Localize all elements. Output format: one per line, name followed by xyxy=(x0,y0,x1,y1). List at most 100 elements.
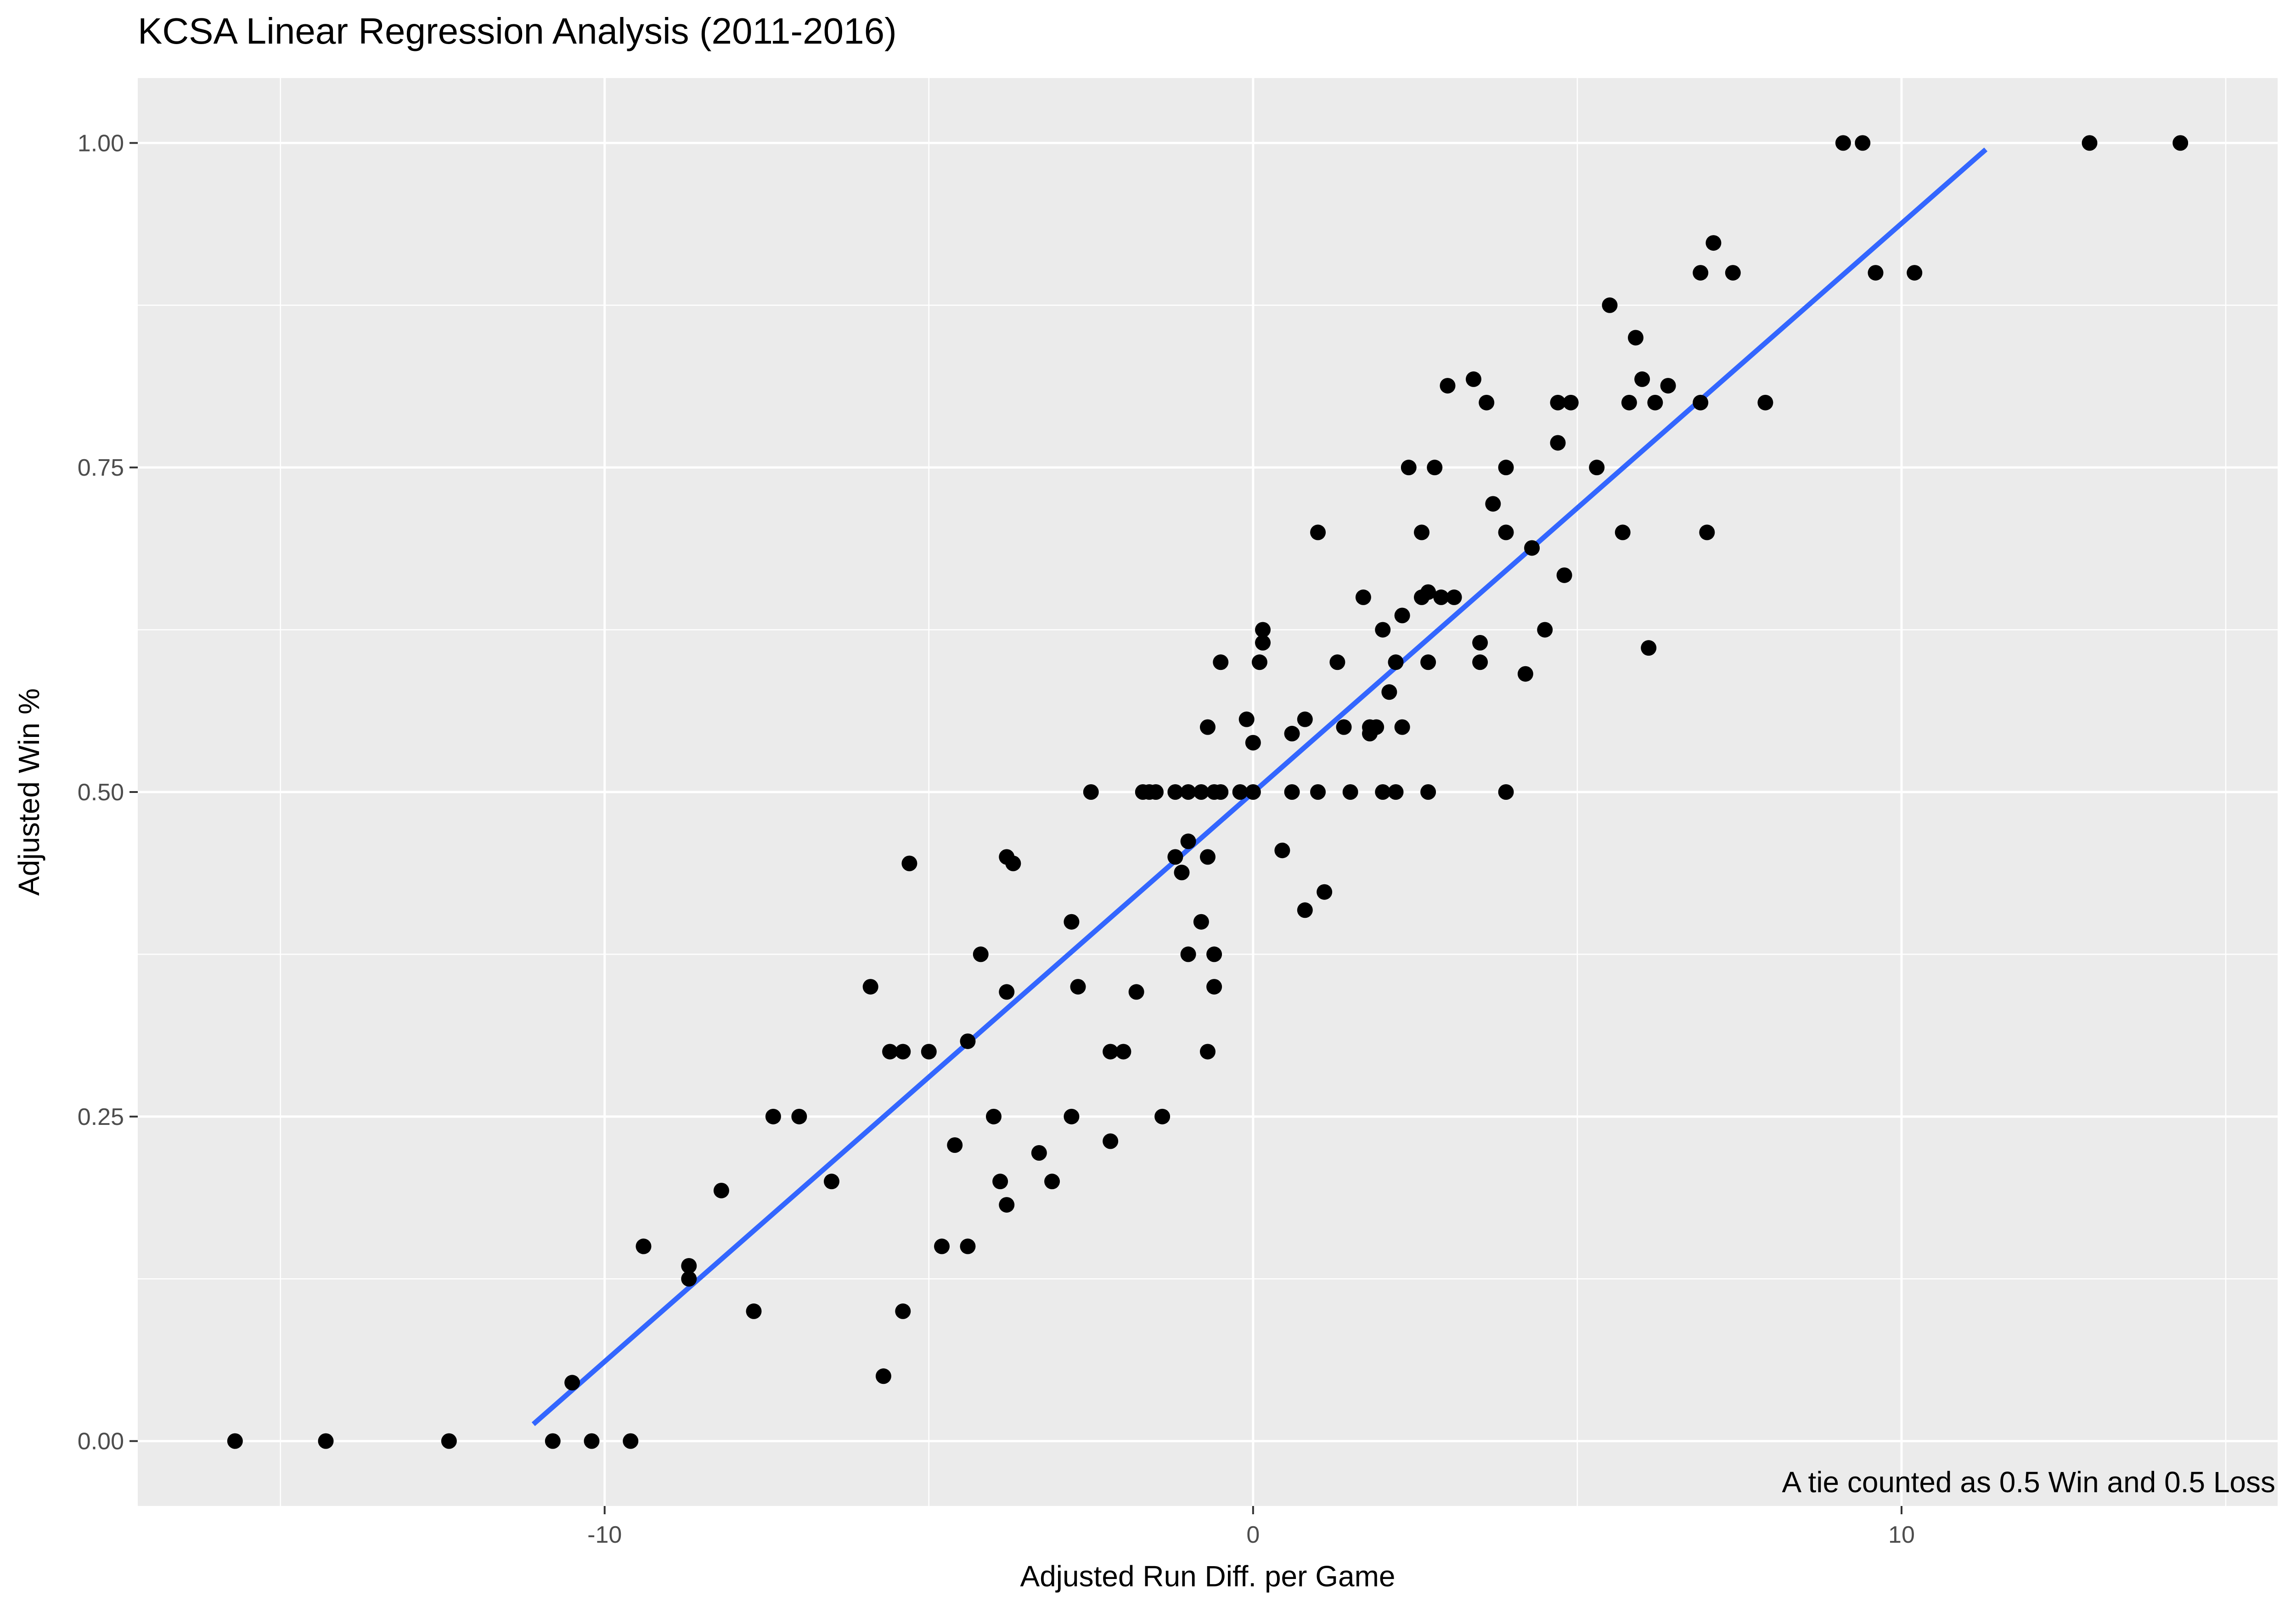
data-point xyxy=(1355,589,1371,605)
data-point xyxy=(1621,394,1637,410)
data-point xyxy=(1394,607,1410,624)
data-point xyxy=(882,1044,898,1060)
data-point xyxy=(1031,1145,1047,1161)
data-point xyxy=(1274,843,1290,859)
data-point xyxy=(1148,784,1164,800)
data-point xyxy=(947,1137,963,1153)
data-point xyxy=(1115,1044,1131,1060)
data-point xyxy=(1524,540,1540,556)
data-point xyxy=(1336,719,1352,735)
x-axis-title: Adjusted Run Diff. per Game xyxy=(1020,1560,1396,1593)
data-point xyxy=(2082,135,2098,151)
data-point xyxy=(1414,524,1429,540)
regression-line-group xyxy=(531,147,1988,1427)
data-point xyxy=(1465,371,1481,387)
data-point xyxy=(895,1044,911,1060)
data-point xyxy=(1070,979,1086,995)
data-point xyxy=(1498,524,1514,540)
data-point xyxy=(1154,1108,1171,1124)
data-point xyxy=(1297,711,1313,727)
data-point xyxy=(1907,265,1923,281)
data-point xyxy=(862,979,878,995)
data-point xyxy=(765,1108,781,1124)
data-point xyxy=(1375,622,1391,638)
data-point xyxy=(1556,567,1572,583)
data-point xyxy=(1213,654,1229,670)
data-point xyxy=(623,1433,639,1449)
data-point xyxy=(1200,719,1216,735)
data-point xyxy=(1310,784,1326,800)
data-point xyxy=(1388,654,1404,670)
data-point xyxy=(1634,371,1650,387)
data-point xyxy=(1297,902,1313,918)
data-point xyxy=(1368,719,1384,735)
data-point xyxy=(1647,394,1663,410)
data-point xyxy=(1342,784,1358,800)
data-point xyxy=(1213,784,1229,800)
data-point xyxy=(1251,654,1267,670)
y-tick-label: 1.00 xyxy=(78,130,124,157)
data-point xyxy=(1693,265,1709,281)
data-point xyxy=(973,946,989,962)
y-axis-title: Adjusted Win % xyxy=(12,688,45,896)
data-point xyxy=(2172,135,2189,151)
data-point xyxy=(986,1108,1002,1124)
data-point xyxy=(1245,735,1261,751)
data-point xyxy=(1699,524,1715,540)
data-point xyxy=(1446,589,1462,605)
data-point xyxy=(1693,394,1709,410)
data-point xyxy=(1602,297,1618,313)
data-point xyxy=(1180,784,1196,800)
x-axis: -10 0 10 xyxy=(587,1506,1915,1548)
data-point xyxy=(713,1182,729,1198)
data-point xyxy=(1660,378,1676,394)
data-point xyxy=(1563,394,1579,410)
data-point xyxy=(318,1433,334,1449)
tie-annotation: A tie counted as 0.5 Win and 0.5 Loss xyxy=(1782,1466,2275,1499)
data-point xyxy=(681,1271,697,1287)
data-point xyxy=(960,1033,976,1049)
data-point xyxy=(1498,784,1514,800)
data-point xyxy=(1255,622,1271,638)
data-point xyxy=(1420,584,1436,600)
data-point xyxy=(1388,784,1404,800)
data-point xyxy=(227,1433,243,1449)
data-point xyxy=(1200,849,1216,865)
y-tick-label: 0.25 xyxy=(78,1104,124,1130)
data-point xyxy=(441,1433,457,1449)
regression-line xyxy=(531,147,1988,1427)
data-point xyxy=(1537,622,1553,638)
data-point xyxy=(934,1238,950,1254)
data-point xyxy=(1167,784,1183,800)
data-point xyxy=(1232,784,1248,800)
x-tick-label: 10 xyxy=(1888,1522,1915,1548)
data-point xyxy=(1245,784,1261,800)
data-point xyxy=(1005,855,1021,871)
data-point xyxy=(1855,135,1871,151)
data-point xyxy=(1401,460,1417,476)
data-point xyxy=(960,1238,976,1254)
data-point xyxy=(1193,784,1209,800)
y-axis: 0.00 0.25 0.50 0.75 1.00 xyxy=(78,130,138,1455)
data-point xyxy=(584,1433,600,1449)
data-point xyxy=(895,1303,911,1319)
data-point xyxy=(1868,265,1884,281)
data-point xyxy=(1329,654,1345,670)
data-point xyxy=(636,1238,652,1254)
data-point xyxy=(823,1174,839,1190)
data-point xyxy=(1433,589,1449,605)
data-point xyxy=(921,1044,937,1060)
x-tick-label: -10 xyxy=(587,1522,622,1548)
data-point xyxy=(901,855,917,871)
data-point xyxy=(564,1375,580,1391)
data-point xyxy=(875,1368,891,1384)
data-point xyxy=(992,1174,1008,1190)
data-point xyxy=(1550,435,1566,451)
data-point xyxy=(1284,725,1300,742)
x-tick-label: 0 xyxy=(1246,1522,1260,1548)
y-tick-label: 0.75 xyxy=(78,455,124,481)
data-point xyxy=(1835,135,1851,151)
data-point xyxy=(1394,719,1410,735)
data-point xyxy=(1193,914,1209,930)
